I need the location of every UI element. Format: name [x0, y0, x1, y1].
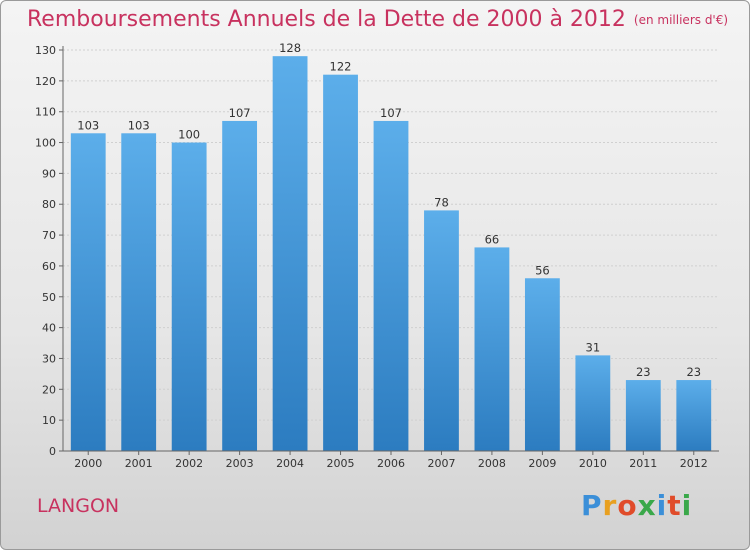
- y-tick-label: 10: [42, 414, 56, 427]
- bar-2008: [474, 247, 510, 451]
- data-label-2003: 107: [229, 106, 251, 120]
- logo-letter: o: [617, 489, 638, 522]
- y-tick-label: 100: [35, 137, 56, 150]
- x-tick-label-2004: 2004: [276, 457, 304, 470]
- x-tick-label-2009: 2009: [528, 457, 556, 470]
- bar-2004: [272, 56, 308, 452]
- logo-letter: t: [667, 489, 682, 522]
- x-tick-label-2006: 2006: [377, 457, 405, 470]
- logo-letter: P: [581, 489, 603, 522]
- x-tick-label-2010: 2010: [579, 457, 607, 470]
- chart-unit: (en milliers d'€): [633, 13, 729, 27]
- x-tick-label-2001: 2001: [125, 457, 153, 470]
- bar-2012: [676, 380, 712, 451]
- x-tick-label-2008: 2008: [478, 457, 506, 470]
- data-label-2008: 66: [485, 232, 500, 246]
- bar-2009: [524, 278, 560, 451]
- x-tick-label-2003: 2003: [226, 457, 254, 470]
- y-tick-label: 70: [42, 229, 56, 242]
- y-tick-label: 60: [42, 260, 56, 273]
- bar-2010: [575, 355, 611, 451]
- logo-letter: i: [681, 489, 693, 522]
- x-tick-label-2000: 2000: [74, 457, 102, 470]
- y-tick-label: 80: [42, 198, 56, 211]
- x-tick-label-2002: 2002: [175, 457, 203, 470]
- logo-letter: x: [637, 489, 657, 522]
- data-label-2012: 23: [686, 365, 701, 379]
- bar-2001: [121, 133, 157, 452]
- x-tick-label-2007: 2007: [427, 457, 455, 470]
- chart-title: Remboursements Annuels de la Dette de 20…: [27, 7, 728, 32]
- y-tick-label: 110: [35, 106, 56, 119]
- bar-2005: [323, 74, 358, 451]
- data-label-2004: 128: [279, 41, 301, 55]
- y-tick-label: 30: [42, 352, 56, 365]
- data-label-2007: 78: [434, 195, 449, 209]
- x-tick-label-2005: 2005: [327, 457, 355, 470]
- data-label-2011: 23: [636, 365, 651, 379]
- x-tick-label-2011: 2011: [629, 457, 657, 470]
- bar-2002: [171, 142, 207, 452]
- bar-2003: [222, 120, 258, 451]
- y-tick-label: 130: [35, 44, 56, 57]
- data-label-2010: 31: [586, 340, 601, 354]
- data-label-2005: 122: [330, 60, 352, 74]
- data-label-2002: 100: [178, 128, 200, 142]
- bar-2006: [373, 120, 409, 451]
- y-tick-label: 40: [42, 322, 56, 335]
- bar-2011: [625, 380, 661, 451]
- proxiti-logo: Proxiti: [581, 489, 692, 522]
- y-tick-label: 50: [42, 291, 56, 304]
- logo-letter: i: [656, 489, 668, 522]
- y-tick-label: 90: [42, 167, 56, 180]
- city-label: LANGON: [37, 495, 120, 517]
- data-label-2009: 56: [535, 263, 550, 277]
- y-tick-label: 120: [35, 75, 56, 88]
- data-label-2001: 103: [128, 118, 150, 132]
- x-tick-label-2012: 2012: [680, 457, 708, 470]
- y-tick-label: 20: [42, 383, 56, 396]
- y-tick-label: 0: [49, 445, 56, 458]
- bar-2007: [424, 210, 459, 451]
- data-label-2006: 107: [380, 106, 402, 120]
- logo-letter: r: [602, 489, 618, 522]
- chart-title-text: Remboursements Annuels de la Dette de 20…: [27, 7, 626, 32]
- bar-2000: [70, 133, 106, 452]
- data-label-2000: 103: [77, 118, 99, 132]
